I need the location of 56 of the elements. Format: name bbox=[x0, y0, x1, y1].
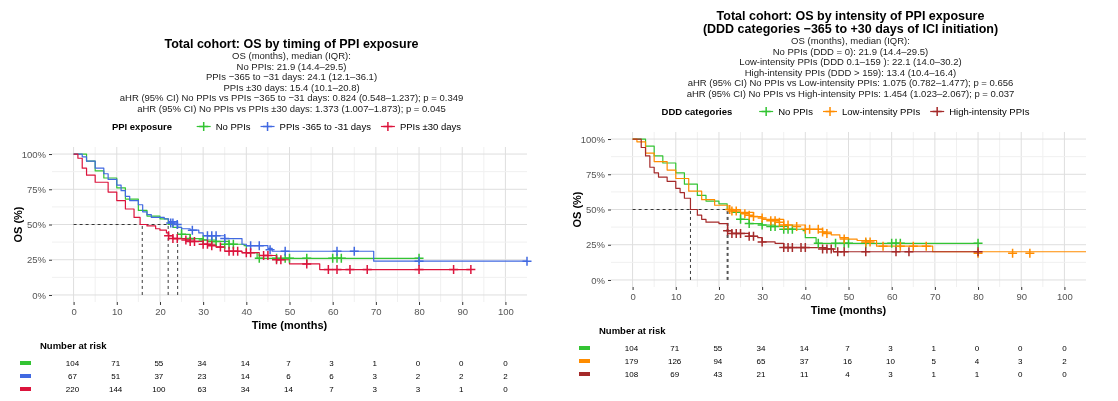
x-tick-label: 40 bbox=[241, 305, 253, 317]
x-tick-label: 70 bbox=[930, 290, 941, 302]
x-tick-label: 50 bbox=[843, 290, 855, 302]
x-tick-label: 30 bbox=[198, 305, 209, 317]
x-tick-label: 60 bbox=[327, 305, 339, 317]
x-tick-label: 80 bbox=[973, 290, 984, 302]
y-tick-label: 50% bbox=[26, 219, 47, 231]
x-axis-title: Time (months) bbox=[810, 304, 887, 316]
x-axis-title: Time (months) bbox=[251, 319, 328, 331]
x-tick-label: 20 bbox=[714, 290, 725, 302]
x-tick-label: 40 bbox=[800, 290, 812, 302]
legend-label: PPIs -365 to -31 days bbox=[279, 121, 372, 132]
chart-subtitle: OS (months), median (IQR): No PPIs: 21.9 (14.4–29.5) PPIs −365 to −31 days: 24.1 (12.1–36.1) PPIs ±30 days: 15.4 (10.1–20.8) aHR (95% CI) No PPIs vs PPIs −365 to −31 days: 0.824 (0.548–1.237); p = 0.349 aHR (95% CI) No PPIs vs PPIs ±30 days: 1.373 (1.007–1.873); p = 0.045 bbox=[119, 50, 464, 114]
x-tick-label: 100 bbox=[497, 305, 514, 317]
x-tick-label: 50 bbox=[284, 305, 296, 317]
x-tick-label: 10 bbox=[670, 290, 682, 302]
text: 220 144 100 63 34 14 7 3 3 1 0 bbox=[65, 385, 508, 394]
y-tick-label: 100% bbox=[21, 148, 47, 160]
x-tick-label: 20 bbox=[155, 305, 166, 317]
text: 108 69 43 21 11 4 3 1 1 0 0 bbox=[624, 370, 1067, 379]
x-tick-label: 90 bbox=[1016, 290, 1028, 302]
x-tick-label: 60 bbox=[886, 290, 898, 302]
legend-label: PPIs ±30 days bbox=[399, 121, 462, 132]
x-tick-label: 0 bbox=[71, 305, 77, 317]
legend-title: DDD categories bbox=[661, 106, 733, 117]
text: 179 126 94 65 37 16 10 5 4 3 2 bbox=[624, 357, 1067, 366]
y-tick-label: 0% bbox=[32, 289, 47, 301]
y-tick-label: 75% bbox=[26, 183, 47, 195]
x-tick-label: 100 bbox=[1056, 290, 1073, 302]
y-tick-label: 100% bbox=[580, 133, 606, 145]
chart-subtitle: OS (months), median (IQR): No PPIs (DDD = 0): 21.9 (14.4–29.5) Low-intensity PPIs (DDD 0.1–159 ): 22.1 (14.0–30.2) High-intensity PPIs (DDD > 159): 13.4 (10.4–16.4) aHR (95% CI) No PPIs vs Low-intensity PPIs: 1.075 (0.782–1.477); p = 0.656 aHR (95% CI) No PPIs vs High-intensity PPIs: 1.454 (1.023–2.067); p = 0.037 bbox=[686, 35, 1015, 99]
legend-label: High-intensity PPIs bbox=[949, 106, 1030, 117]
y-tick-label: 75% bbox=[585, 168, 606, 180]
legend-label: Low-intensity PPIs bbox=[842, 106, 921, 117]
x-tick-label: 0 bbox=[630, 290, 636, 302]
chart-title: Total cohort: OS by timing of PPI exposure bbox=[164, 37, 419, 51]
text: 67 51 37 23 14 6 6 3 2 2 2 bbox=[68, 372, 508, 381]
y-tick-label: 25% bbox=[585, 239, 606, 251]
x-tick-label: 10 bbox=[111, 305, 123, 317]
y-tick-label: 0% bbox=[591, 274, 606, 286]
y-tick-label: 50% bbox=[585, 204, 606, 216]
y-tick-label: 25% bbox=[26, 254, 47, 266]
text: Number at risk bbox=[599, 325, 667, 336]
x-tick-label: 80 bbox=[414, 305, 425, 317]
y-axis-title: OS (%) bbox=[12, 206, 24, 243]
y-axis-title: OS (%) bbox=[571, 191, 583, 228]
chart-title: Total cohort: OS by intensity of PPI exposure (DDD categories −365 to +30 days of ICI initiation) bbox=[702, 9, 999, 36]
x-tick-label: 70 bbox=[371, 305, 382, 317]
text: Number at risk bbox=[40, 340, 108, 351]
x-tick-label: 30 bbox=[757, 290, 768, 302]
legend-label: No PPIs bbox=[215, 121, 251, 132]
text: 104 71 55 34 14 7 3 1 0 0 0 bbox=[624, 344, 1067, 353]
x-tick-label: 90 bbox=[457, 305, 469, 317]
legend-title: PPI exposure bbox=[111, 121, 173, 132]
legend-label: No PPIs bbox=[778, 106, 814, 117]
text: 104 71 55 34 14 7 3 1 0 0 0 bbox=[65, 359, 508, 368]
